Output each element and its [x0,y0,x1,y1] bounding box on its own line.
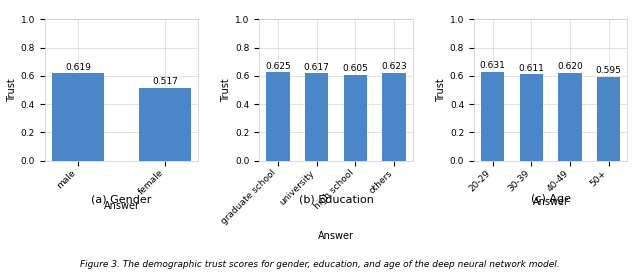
Text: Figure 3. The demographic trust scores for gender, education, and age of the dee: Figure 3. The demographic trust scores f… [80,260,560,269]
Bar [139,88,191,161]
Y-axis label: Trust: Trust [6,78,17,102]
Text: 0.625: 0.625 [265,62,291,71]
Bar [520,74,543,161]
Bar [383,73,406,161]
Bar [344,75,367,161]
Text: 0.620: 0.620 [557,62,583,71]
Text: 0.617: 0.617 [304,63,330,72]
Text: 0.605: 0.605 [342,65,368,73]
Text: 0.595: 0.595 [596,66,621,75]
Bar [52,73,104,161]
Text: 0.611: 0.611 [518,64,544,73]
X-axis label: Answer: Answer [318,230,354,240]
Y-axis label: Trust: Trust [436,78,445,102]
Bar [558,73,582,161]
Y-axis label: Trust: Trust [221,78,231,102]
Text: (a) Gender: (a) Gender [92,194,152,204]
Text: 0.619: 0.619 [65,63,91,71]
Text: 0.631: 0.631 [479,61,506,70]
X-axis label: Answer: Answer [532,198,568,207]
Text: 0.517: 0.517 [152,77,178,86]
Text: (c) Age: (c) Age [531,194,571,204]
X-axis label: Answer: Answer [104,201,140,211]
Bar [266,72,289,161]
Bar [481,71,504,161]
Bar [597,77,620,161]
Text: (b) Education: (b) Education [299,194,373,204]
Text: 0.623: 0.623 [381,62,407,71]
Bar [305,73,328,161]
